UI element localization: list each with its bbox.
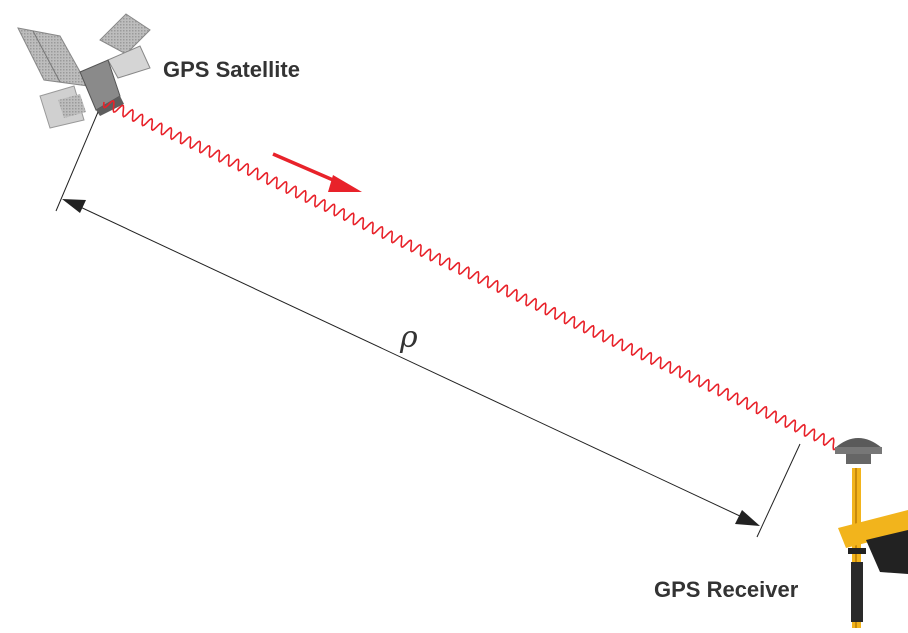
satellite-label: GPS Satellite	[163, 57, 300, 82]
range-dimension	[55, 111, 801, 538]
gps-receiver-antenna-icon	[835, 438, 908, 628]
satellite-icon	[17, 13, 151, 129]
range-symbol: ρ	[400, 320, 418, 355]
receiver-label: GPS Receiver	[654, 577, 799, 602]
signal-wave-icon	[102, 100, 837, 451]
arrow-right-icon	[272, 152, 362, 192]
